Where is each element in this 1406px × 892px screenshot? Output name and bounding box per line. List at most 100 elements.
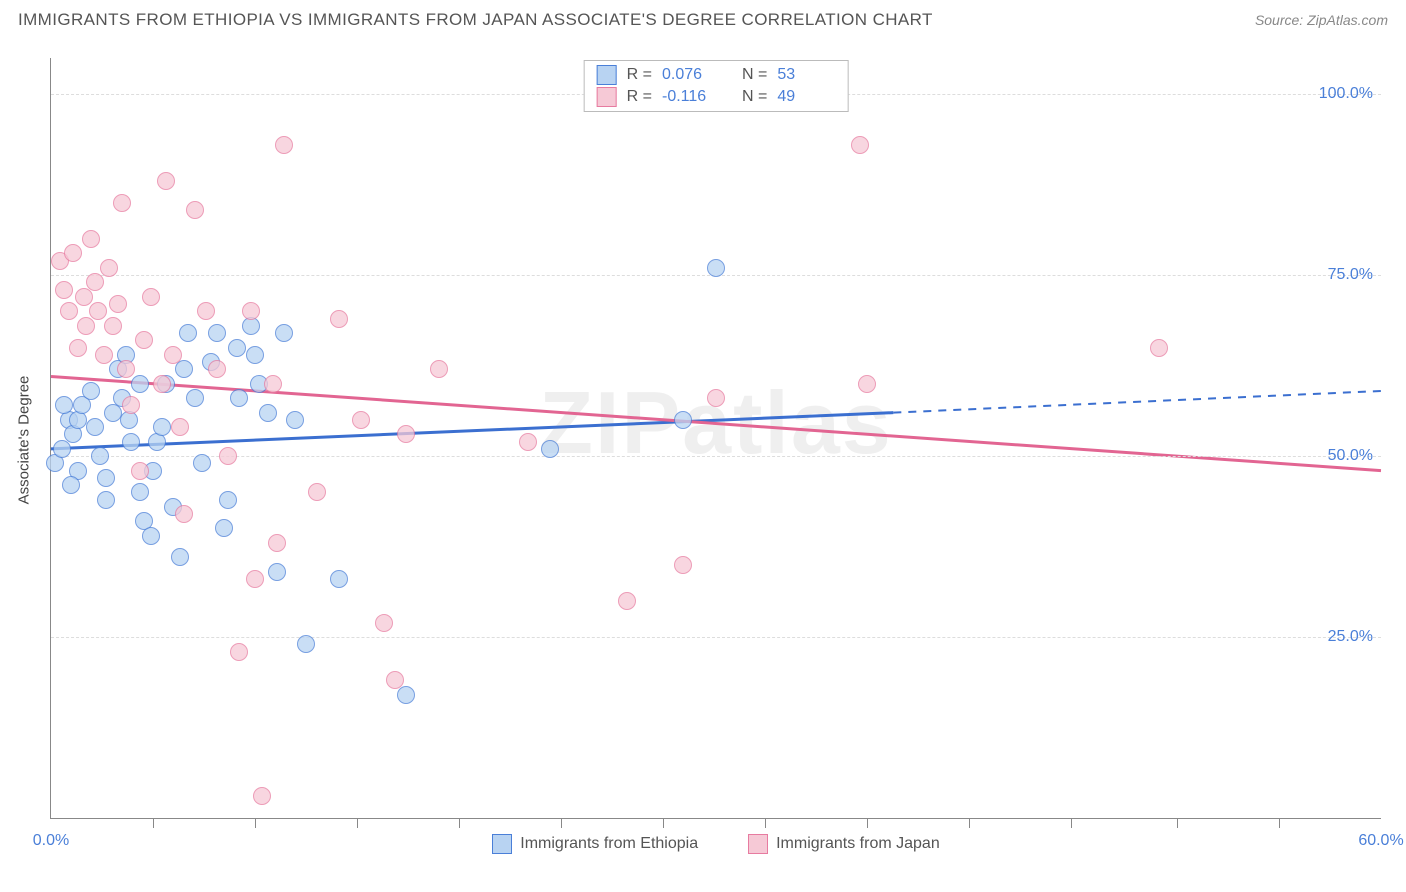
x-minor-tick: [255, 818, 256, 828]
legend-label: Immigrants from Ethiopia: [520, 835, 698, 853]
data-point-japan: [122, 396, 140, 414]
y-tick-label: 75.0%: [1328, 266, 1373, 284]
data-point-japan: [851, 136, 869, 154]
data-point-ethiopia: [259, 404, 277, 422]
data-point-ethiopia: [268, 563, 286, 581]
y-axis-label: Associate's Degree: [16, 376, 33, 505]
x-minor-tick: [357, 818, 358, 828]
data-point-ethiopia: [175, 360, 193, 378]
data-point-japan: [618, 592, 636, 610]
data-point-japan: [674, 556, 692, 574]
y-tick-label: 100.0%: [1319, 85, 1373, 103]
plot-area: ZIPatlas R =0.076N =53R =-0.116N =49 Imm…: [50, 58, 1381, 819]
data-point-ethiopia: [131, 375, 149, 393]
data-point-japan: [113, 194, 131, 212]
legend-swatch: [492, 834, 512, 854]
data-point-ethiopia: [122, 433, 140, 451]
data-point-japan: [268, 534, 286, 552]
x-minor-tick: [561, 818, 562, 828]
data-point-japan: [242, 302, 260, 320]
n-value: 49: [777, 88, 835, 106]
data-point-japan: [430, 360, 448, 378]
n-label: N =: [742, 88, 767, 106]
data-point-japan: [208, 360, 226, 378]
data-point-ethiopia: [82, 382, 100, 400]
legend-swatch: [597, 87, 617, 107]
data-point-ethiopia: [541, 440, 559, 458]
data-point-japan: [60, 302, 78, 320]
legend-bottom: Immigrants from Ethiopia Immigrants from …: [51, 834, 1381, 854]
legend-stat-row-japan: R = -0.116 N = 49: [597, 87, 836, 107]
data-point-ethiopia: [297, 635, 315, 653]
legend-correlation-box: R = 0.076 N = 53 R = -0.116 N = 49: [584, 60, 849, 112]
watermark: ZIPatlas: [539, 372, 892, 474]
data-point-japan: [253, 787, 271, 805]
x-minor-tick: [459, 818, 460, 828]
x-minor-tick: [1177, 818, 1178, 828]
x-minor-tick: [663, 818, 664, 828]
data-point-ethiopia: [55, 396, 73, 414]
data-point-japan: [352, 411, 370, 429]
data-point-japan: [109, 295, 127, 313]
data-point-japan: [86, 273, 104, 291]
data-point-ethiopia: [131, 483, 149, 501]
regression-lines: [51, 58, 1381, 818]
data-point-ethiopia: [208, 324, 226, 342]
data-point-japan: [135, 331, 153, 349]
gridline: [51, 456, 1381, 457]
data-point-ethiopia: [186, 389, 204, 407]
data-point-japan: [707, 389, 725, 407]
data-point-japan: [104, 317, 122, 335]
data-point-japan: [82, 230, 100, 248]
data-point-japan: [55, 281, 73, 299]
data-point-japan: [386, 671, 404, 689]
y-tick-label: 25.0%: [1328, 628, 1373, 646]
data-point-ethiopia: [171, 548, 189, 566]
data-point-japan: [164, 346, 182, 364]
r-label: R =: [627, 88, 652, 106]
data-point-ethiopia: [246, 346, 264, 364]
data-point-ethiopia: [86, 418, 104, 436]
data-point-japan: [186, 201, 204, 219]
r-value: -0.116: [662, 88, 720, 106]
x-tick-label: 60.0%: [1358, 832, 1403, 850]
data-point-japan: [100, 259, 118, 277]
data-point-japan: [275, 136, 293, 154]
legend-item-ethiopia: Immigrants from Ethiopia: [492, 834, 698, 854]
data-point-ethiopia: [142, 527, 160, 545]
data-point-ethiopia: [62, 476, 80, 494]
data-point-japan: [64, 244, 82, 262]
data-point-japan: [397, 425, 415, 443]
data-point-ethiopia: [275, 324, 293, 342]
data-point-ethiopia: [91, 447, 109, 465]
data-point-japan: [330, 310, 348, 328]
data-point-ethiopia: [286, 411, 304, 429]
data-point-ethiopia: [153, 418, 171, 436]
legend-label: Immigrants from Japan: [776, 835, 940, 853]
data-point-japan: [175, 505, 193, 523]
legend-swatch: [597, 65, 617, 85]
data-point-japan: [142, 288, 160, 306]
x-minor-tick: [1071, 818, 1072, 828]
data-point-ethiopia: [330, 570, 348, 588]
data-point-ethiopia: [397, 686, 415, 704]
data-point-ethiopia: [707, 259, 725, 277]
data-point-ethiopia: [219, 491, 237, 509]
r-value: 0.076: [662, 66, 720, 84]
data-point-ethiopia: [97, 469, 115, 487]
data-point-japan: [197, 302, 215, 320]
x-minor-tick: [969, 818, 970, 828]
n-label: N =: [742, 66, 767, 84]
x-minor-tick: [1279, 818, 1280, 828]
data-point-ethiopia: [97, 491, 115, 509]
legend-stat-row-ethiopia: R = 0.076 N = 53: [597, 65, 836, 85]
data-point-japan: [308, 483, 326, 501]
data-point-japan: [69, 339, 87, 357]
data-point-ethiopia: [179, 324, 197, 342]
x-tick-label: 0.0%: [33, 832, 69, 850]
data-point-ethiopia: [228, 339, 246, 357]
y-tick-label: 50.0%: [1328, 447, 1373, 465]
n-value: 53: [777, 66, 835, 84]
r-label: R =: [627, 66, 652, 84]
data-point-japan: [89, 302, 107, 320]
